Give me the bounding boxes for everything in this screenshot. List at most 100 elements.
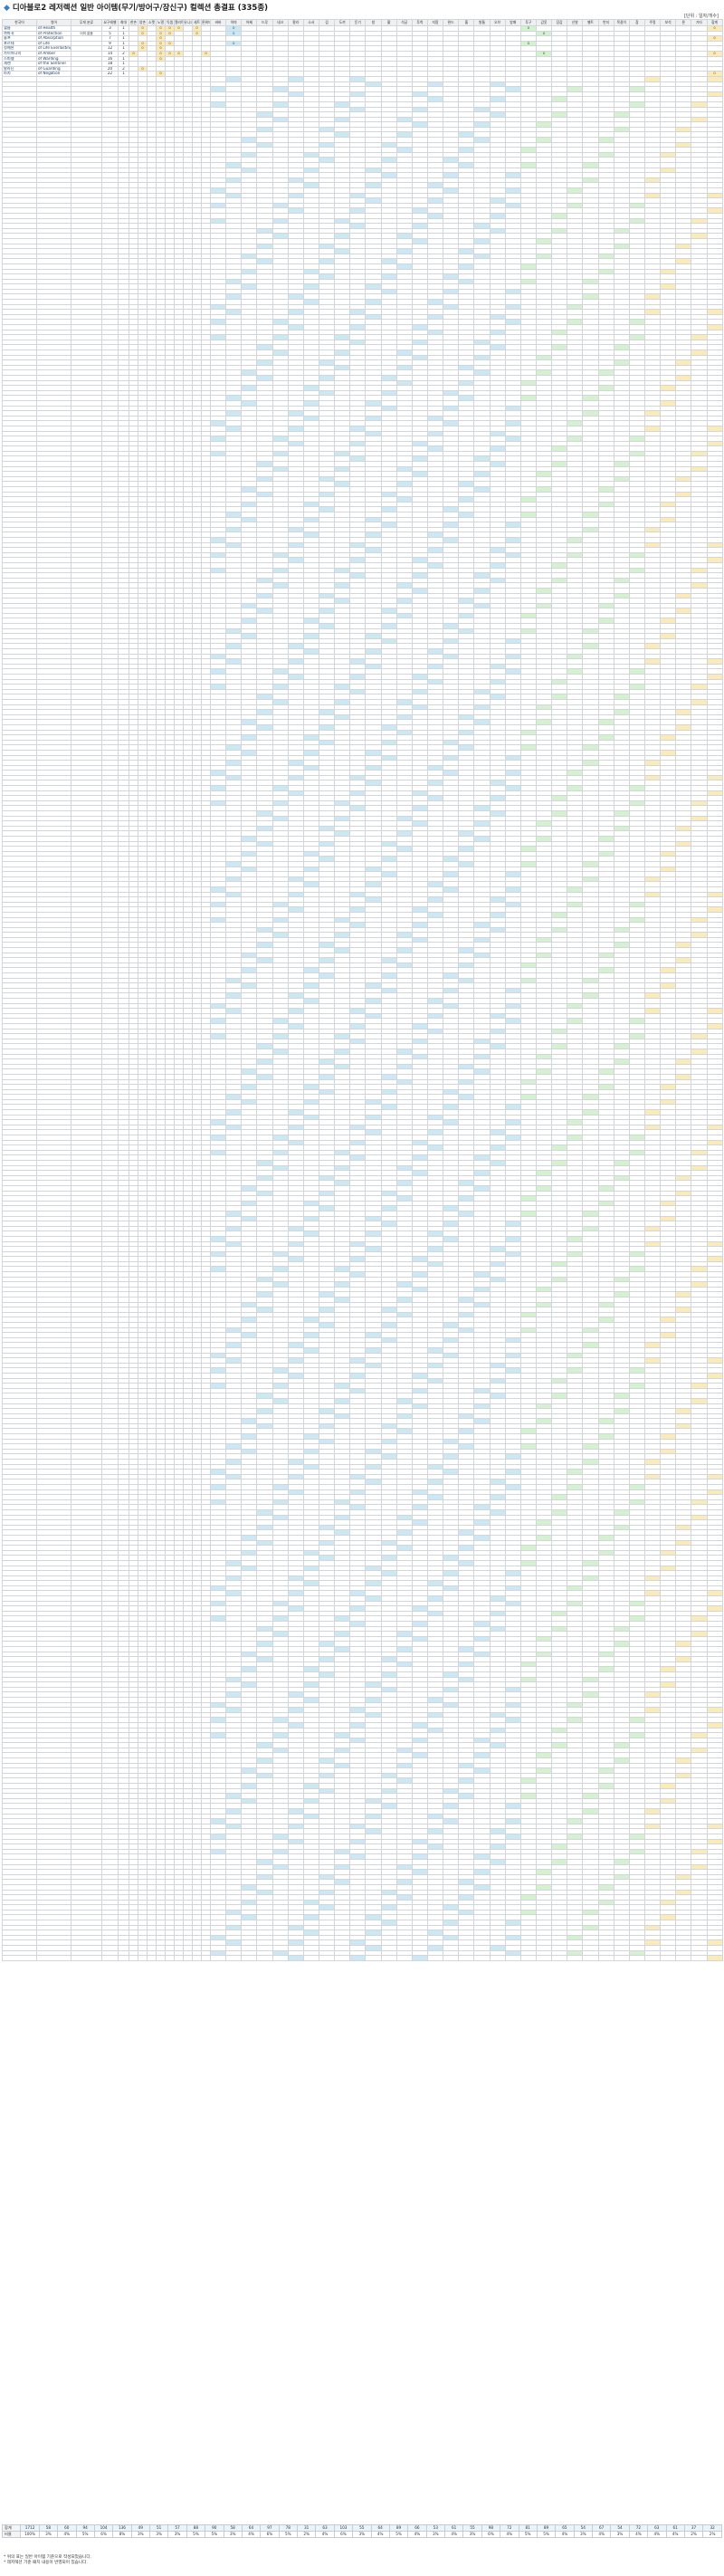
table-row: 라지 of Negation 22 1 o o	[2, 71, 723, 77]
column-header: 합계	[706, 19, 723, 26]
table-row	[2, 187, 723, 194]
collection-table: 한국어 영어 무게 분류 요구레벨 최대 한손 양손 소켓 노멀 익셉 엘리트 유니크 세트 룬워드 바바 아…	[2, 19, 723, 1961]
column-header: 무게 분류	[71, 19, 102, 26]
table-row	[2, 268, 723, 275]
column-header: 투척	[411, 19, 428, 26]
empty-cell	[706, 273, 723, 280]
column-header: 벨트	[582, 19, 599, 26]
table-row	[2, 86, 723, 92]
column-header: 지팡	[426, 19, 444, 26]
column-header: 반지	[597, 19, 614, 26]
column-header: 완드	[443, 19, 460, 26]
table-row	[2, 248, 723, 254]
column-header: 유니크	[183, 19, 193, 26]
table-row	[2, 237, 723, 244]
column-header: 활	[380, 19, 397, 26]
column-header: 룬	[675, 19, 692, 26]
table-row	[2, 167, 723, 174]
empty-cell	[706, 81, 723, 88]
column-header: 둔기	[349, 19, 367, 26]
empty-cell	[706, 96, 723, 102]
item-name-en: of Life Everlasting	[36, 45, 71, 52]
unit-note: [단위 : 일자/개수]	[683, 14, 719, 19]
table-row: 팔라딘 of Guarding 20 2 o	[2, 65, 723, 72]
table-row	[2, 101, 723, 108]
column-header: 석궁	[395, 19, 413, 26]
table-row	[2, 263, 723, 270]
table-row	[2, 243, 723, 250]
table-row	[2, 177, 723, 184]
table-row	[2, 106, 723, 113]
column-header: 홀	[458, 19, 475, 26]
table-row	[2, 91, 723, 98]
column-header: 목걸이	[613, 19, 630, 26]
column-header: 방패	[504, 19, 521, 26]
column-header: 어쌔	[241, 19, 258, 26]
column-header: 참	[628, 19, 645, 26]
empty-cell	[706, 243, 723, 250]
empty-cell	[706, 248, 723, 254]
table-row	[2, 278, 723, 285]
page-title: ◆ 디아블로2 레저렉션 일반 아이템(무기/방어구/장신구) 컬렉션 총결표 (…	[4, 2, 268, 14]
empty-cell	[706, 106, 723, 113]
column-header: 엘리트	[174, 19, 184, 26]
empty-cell	[706, 91, 723, 98]
empty-cell	[706, 101, 723, 108]
table-row	[2, 233, 723, 239]
empty-cell	[706, 86, 723, 92]
column-header: 팔라	[287, 19, 304, 26]
empty-cell	[706, 233, 723, 239]
column-header: 주얼	[643, 19, 662, 26]
empty-cell	[706, 75, 723, 82]
empty-cell	[706, 263, 723, 270]
column-header: 발톱	[473, 19, 491, 26]
table-row	[2, 81, 723, 88]
column-header: 익셉	[165, 19, 175, 26]
column-header: 양손	[138, 19, 148, 26]
column-header: 노멀	[156, 19, 166, 26]
column-header: 한국어	[2, 19, 37, 26]
column-header: 검	[318, 19, 336, 26]
column-header: 바바	[209, 19, 227, 26]
empty-cell	[706, 237, 723, 244]
empty-cell	[706, 227, 723, 235]
column-header: 영어	[36, 19, 71, 26]
column-header: 한손	[129, 19, 138, 26]
column-header: 네크	[272, 19, 289, 26]
column-header: 장갑	[551, 19, 568, 26]
column-header: 최대	[118, 19, 129, 26]
collection-mark	[706, 55, 723, 62]
column-header: 갑옷	[535, 19, 553, 26]
diamond-icon: ◆	[4, 4, 10, 13]
table-row	[2, 258, 723, 264]
table-row: 울프 of Absorption 7 1 o o	[2, 35, 723, 42]
column-header: 아마	[225, 19, 243, 26]
column-header: 기타	[691, 19, 708, 26]
column-header: 투구	[519, 19, 537, 26]
column-header: 요구레벨	[101, 19, 119, 26]
collection-mark	[706, 65, 723, 72]
column-header-row: 한국어 영어 무게 분류 요구레벨 최대 한손 양손 소켓 노멀 익셉 엘리트 유니크 세트 룬워드 바바 아…	[2, 19, 723, 26]
table-body: 헬름 of Health 3 1 o o o o o o o o 까마귀 of Protection 이미 …	[2, 25, 723, 1961]
table-row: 세렌 of the Sentinel 18 1	[2, 61, 723, 67]
column-header: 룬워드	[201, 19, 211, 26]
table-row	[2, 253, 723, 260]
empty-cell	[706, 268, 723, 275]
column-header: 소서	[302, 19, 319, 26]
table-row	[2, 75, 723, 82]
table-row	[2, 96, 723, 102]
column-header: 오브	[489, 19, 506, 26]
column-header: 신발	[567, 19, 584, 26]
empty-cell	[706, 258, 723, 264]
column-header: 드루	[256, 19, 273, 26]
column-header: 창	[365, 19, 382, 26]
column-header: 도끼	[334, 19, 351, 26]
empty-cell	[706, 253, 723, 260]
table-row	[2, 273, 723, 280]
table-row: 스피렐 of Warding 16 1 o	[2, 55, 723, 62]
column-header: 보석	[660, 19, 677, 26]
column-header: 세트	[192, 19, 202, 26]
table-row	[2, 227, 723, 235]
collection-mark: o	[706, 71, 723, 77]
